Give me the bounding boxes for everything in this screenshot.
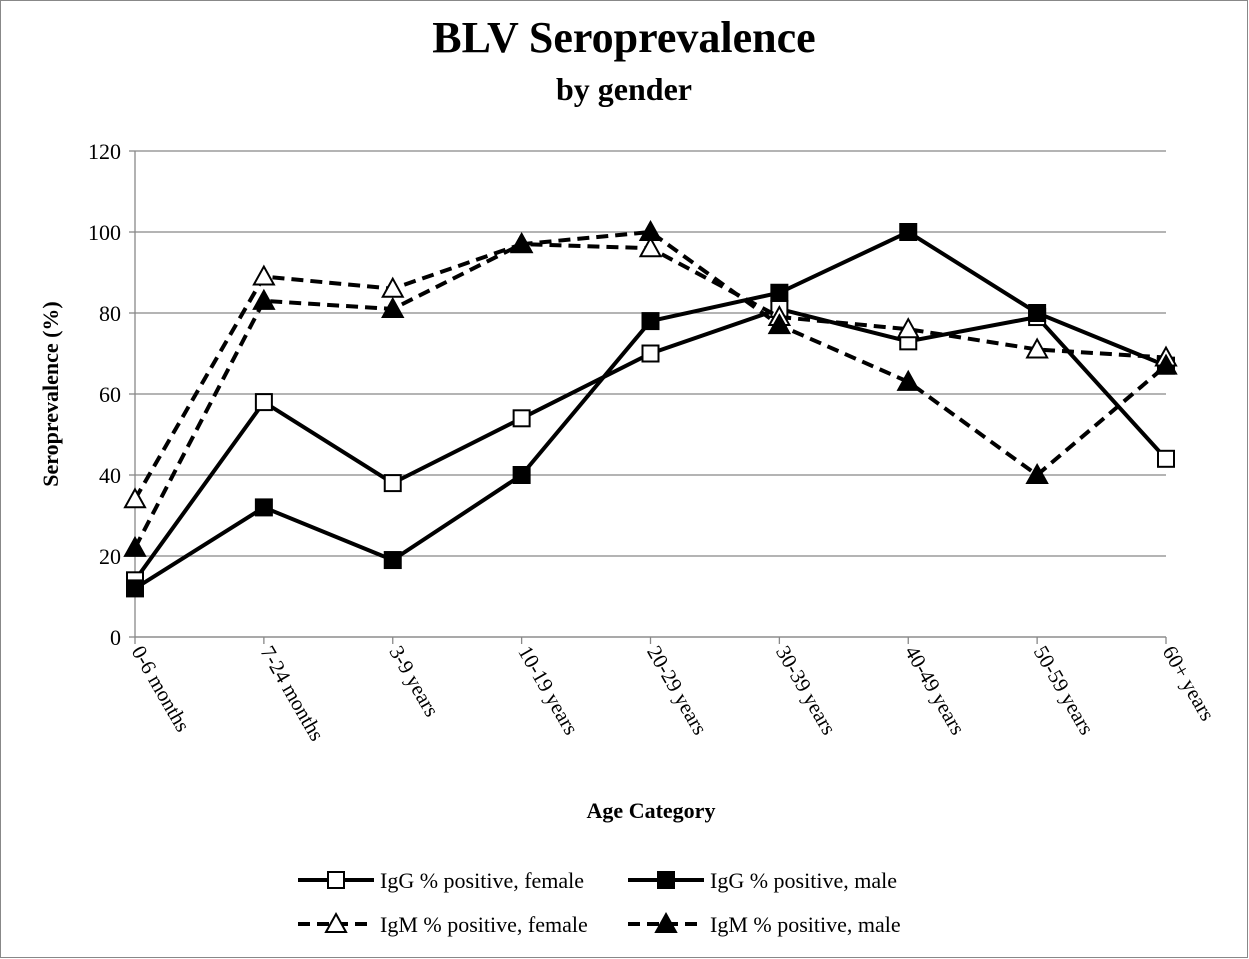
y-tick-label: 0 xyxy=(110,625,121,650)
marker xyxy=(381,296,405,318)
marker xyxy=(383,474,402,493)
legend-marker xyxy=(654,911,678,933)
legend-label: IgM % positive, female xyxy=(380,912,588,937)
legend-marker xyxy=(657,871,675,889)
series-line xyxy=(133,229,1168,549)
chart-title: BLV Seroprevalence xyxy=(432,13,815,62)
marker xyxy=(896,369,920,391)
marker xyxy=(381,276,405,298)
marker xyxy=(1154,353,1178,375)
chart-subtitle: by gender xyxy=(556,71,692,107)
y-axis-label: Seroprevalence (%) xyxy=(38,301,63,487)
marker xyxy=(770,283,789,302)
legend-item: IgM % positive, male xyxy=(628,911,901,937)
legend-item: IgM % positive, female xyxy=(298,911,588,937)
legend-label: IgM % positive, male xyxy=(710,912,901,937)
marker xyxy=(512,409,531,428)
marker xyxy=(252,288,276,310)
marker xyxy=(1157,449,1175,468)
marker xyxy=(252,264,276,286)
marker xyxy=(638,219,663,241)
x-axis-label: Age Category xyxy=(587,798,716,823)
marker xyxy=(383,551,402,570)
marker xyxy=(123,487,147,509)
marker xyxy=(638,236,663,258)
y-tick-label: 60 xyxy=(99,382,121,407)
marker xyxy=(896,317,920,339)
marker xyxy=(1025,337,1049,359)
legend-marker xyxy=(324,911,348,933)
y-tick-label: 100 xyxy=(88,220,121,245)
marker xyxy=(254,498,273,517)
series xyxy=(123,219,1178,557)
marker xyxy=(641,344,660,363)
marker xyxy=(1028,304,1047,322)
legend-label: IgG % positive, female xyxy=(380,868,584,893)
marker xyxy=(1025,462,1049,484)
marker xyxy=(899,223,918,241)
y-tick-label: 120 xyxy=(88,139,121,164)
y-tick-label: 80 xyxy=(99,301,121,326)
legend-label: IgG % positive, male xyxy=(710,868,897,893)
marker xyxy=(254,393,273,412)
marker xyxy=(512,466,531,484)
marker xyxy=(509,232,534,254)
y-tick-label: 20 xyxy=(99,544,121,569)
y-tick-label: 40 xyxy=(99,463,121,488)
legend-marker xyxy=(327,871,345,889)
legend-item: IgG % positive, female xyxy=(298,868,584,893)
marker xyxy=(767,313,792,335)
marker xyxy=(641,312,660,331)
marker xyxy=(126,579,144,598)
legend-item: IgG % positive, male xyxy=(628,868,897,893)
marker xyxy=(123,535,147,557)
